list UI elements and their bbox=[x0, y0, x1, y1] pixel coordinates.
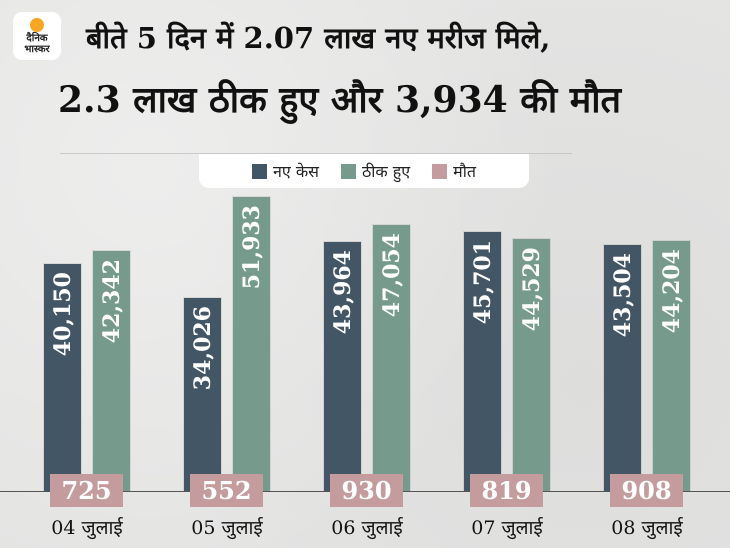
x-tick-label: 04 जुलाई bbox=[51, 517, 123, 539]
bar-value-label: 51,933 bbox=[238, 205, 265, 290]
legend-label: मौत bbox=[453, 162, 476, 181]
bar-new-cases: 45,701 bbox=[464, 232, 501, 491]
x-tick-label: 05 जुलाई bbox=[191, 517, 263, 539]
bar-value-label: 45,701 bbox=[469, 240, 496, 325]
swatch-icon bbox=[432, 163, 448, 179]
bar-recovered: 47,054 bbox=[373, 225, 410, 491]
legend-label: नए केस bbox=[273, 162, 319, 181]
bar-recovered: 42,342 bbox=[93, 251, 130, 491]
bar-value-label: 47,054 bbox=[378, 233, 405, 318]
divider bbox=[60, 153, 572, 154]
bar-value-label: 42,342 bbox=[98, 259, 125, 344]
bar-new-cases: 43,504 bbox=[604, 245, 641, 491]
dainik-bhaskar-logo: दैनिक भास्कर bbox=[13, 12, 61, 60]
bar-value-label: 34,026 bbox=[189, 306, 216, 391]
headline-line-1: बीते 5 दिन में 2.07 लाख नए मरीज मिले, bbox=[86, 21, 551, 55]
legend-label: ठीक हुए bbox=[361, 162, 411, 181]
legend: नए केस ठीक हुए मौत bbox=[199, 154, 529, 188]
bar-recovered: 44,204 bbox=[653, 241, 690, 491]
bar-recovered: 44,529 bbox=[513, 239, 550, 491]
bar-value-label: 43,504 bbox=[609, 253, 636, 338]
legend-item-new-cases: नए केस bbox=[252, 160, 319, 182]
swatch-icon bbox=[340, 163, 356, 179]
x-tick-label: 07 जुलाई bbox=[471, 517, 543, 539]
death-count-badge: 552 bbox=[190, 474, 263, 507]
bar-value-label: 44,529 bbox=[518, 247, 545, 332]
bar-value-label: 44,204 bbox=[658, 249, 685, 334]
x-tick-label: 06 जुलाई bbox=[331, 517, 403, 539]
logo-text-2: भास्कर bbox=[24, 44, 50, 55]
legend-item-recovered: ठीक हुए bbox=[340, 160, 411, 182]
bar-value-label: 40,150 bbox=[49, 272, 76, 357]
death-count-badge: 930 bbox=[330, 474, 403, 507]
legend-item-deaths: मौत bbox=[432, 160, 476, 182]
bar-new-cases: 43,964 bbox=[324, 242, 361, 491]
death-count-badge: 908 bbox=[610, 474, 683, 507]
swatch-icon bbox=[252, 163, 268, 179]
bar-new-cases: 40,150 bbox=[44, 264, 81, 491]
sun-icon bbox=[30, 18, 44, 32]
bar-new-cases: 34,026 bbox=[184, 298, 221, 491]
headline-line-2: 2.3 लाख ठीक हुए और 3,934 की मौत bbox=[58, 79, 622, 121]
x-tick-label: 08 जुलाई bbox=[611, 517, 683, 539]
death-count-badge: 725 bbox=[50, 474, 123, 507]
bar-recovered: 51,933 bbox=[233, 197, 270, 491]
bar-value-label: 43,964 bbox=[329, 250, 356, 335]
death-count-badge: 819 bbox=[470, 474, 543, 507]
logo-text-1: दैनिक bbox=[26, 33, 48, 44]
